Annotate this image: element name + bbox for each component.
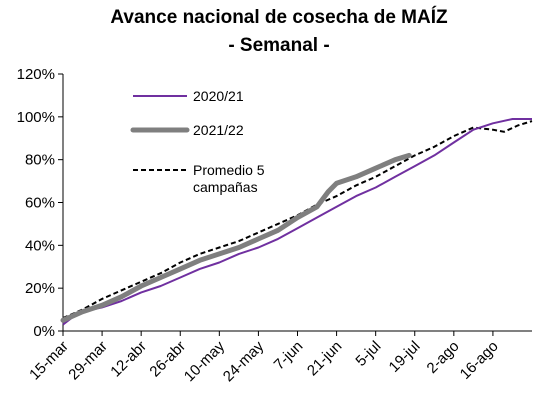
legend-label-2020-21: 2020/21 [193, 88, 244, 104]
y-tick-label: 120% [17, 66, 55, 83]
chart-title: Avance nacional de cosecha de MAÍZ [110, 7, 448, 28]
legend: 2020/21 2021/22 Promedio 5 campañas [130, 88, 268, 195]
chart-subtitle: - Semanal - [228, 35, 330, 56]
y-tick-label: 60% [25, 195, 55, 212]
series-line-2021-22 [60, 152, 412, 323]
x-tick-label: 29-mar [65, 338, 111, 384]
series-line-2020-21 [62, 118, 532, 326]
x-tick-label: 7-jun [271, 338, 307, 374]
y-tick-label: 80% [25, 152, 55, 169]
x-tick-label: 16-ago [457, 338, 502, 383]
legend-label-promedio-line2: campañas [193, 179, 258, 195]
y-tick-label: 40% [25, 237, 55, 254]
y-tick-label: 20% [25, 280, 55, 297]
x-tick-label: 5-jul [352, 338, 384, 370]
x-tick-label: 24-may [220, 337, 268, 385]
legend-label-promedio: Promedio 5 campañas [193, 162, 268, 195]
legend-label-promedio-line1: Promedio 5 [193, 162, 265, 178]
x-tick-label: 15-mar [26, 338, 72, 384]
y-tick-label: 100% [17, 109, 55, 126]
x-tick-label: 10-may [181, 337, 229, 385]
x-tick-label: 19-jul [386, 338, 424, 376]
y-axis-ticks: 0% 20% 40% 60% 80% 100% 120% [17, 66, 63, 340]
y-tick-label: 0% [33, 323, 55, 340]
x-tick-label: 12-abr [107, 338, 150, 381]
legend-label-2021-22: 2021/22 [193, 122, 244, 138]
x-tick-label: 21-jun [304, 338, 346, 380]
series-group [60, 118, 533, 326]
